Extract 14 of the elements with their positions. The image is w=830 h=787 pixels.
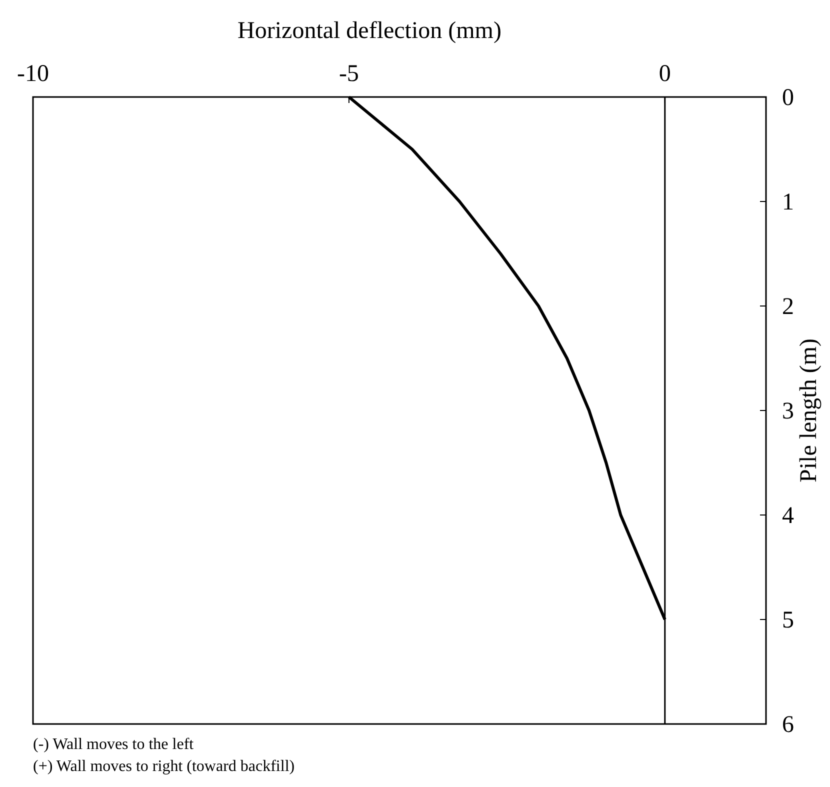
- x-tick-label: 0: [658, 61, 671, 87]
- x-tick-label: -10: [17, 61, 49, 87]
- y-tick-label: 4: [782, 503, 794, 529]
- y-tick-label: 1: [782, 190, 794, 216]
- text: (+) Wall moves to right (toward backfill): [33, 758, 295, 775]
- text: (-) Wall moves to the left: [33, 736, 194, 753]
- x-tick-label: -5: [338, 61, 359, 87]
- y-tick-label: 2: [782, 294, 794, 320]
- y-tick-label: 3: [782, 398, 794, 424]
- y-tick-label: 6: [782, 712, 794, 738]
- x-axis-title: Horizontal deflection (mm): [238, 18, 502, 44]
- y-tick-label: 0: [782, 85, 794, 111]
- y-tick-label: 5: [782, 608, 794, 634]
- y-axis-title: Pile length (m): [796, 338, 822, 482]
